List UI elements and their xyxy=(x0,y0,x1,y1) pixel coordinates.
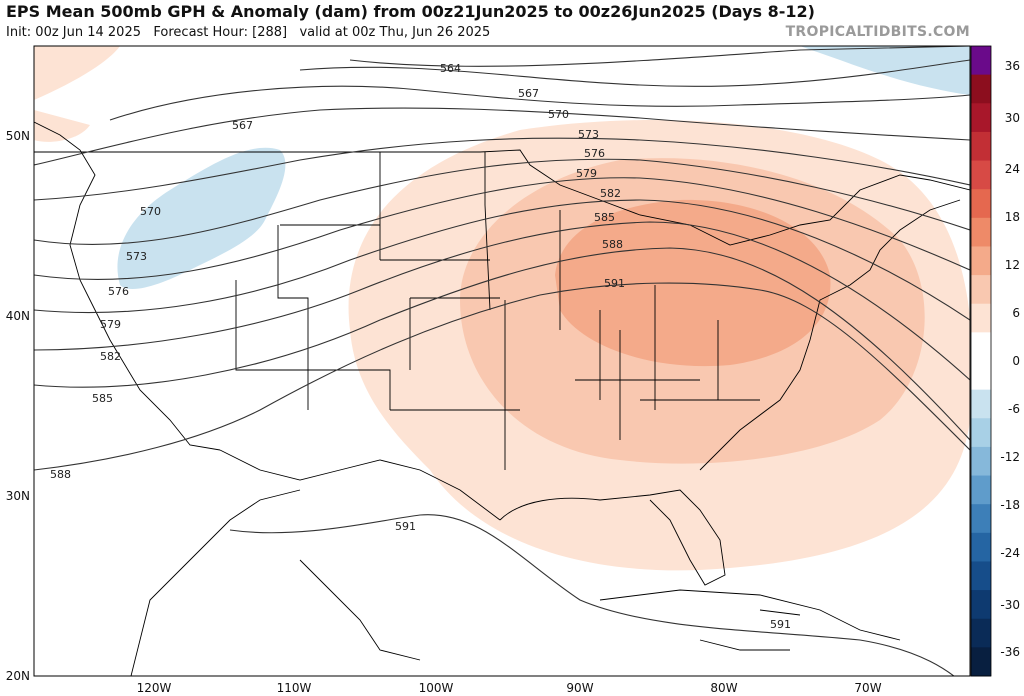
colorbar-tick: 24 xyxy=(1005,162,1020,176)
contour-label: 591 xyxy=(395,520,416,533)
header: EPS Mean 500mb GPH & Anomaly (dam) from … xyxy=(0,0,1024,46)
lon-label: 90W xyxy=(566,681,593,695)
colorbar-band xyxy=(971,475,991,505)
contour-label: 573 xyxy=(126,250,147,263)
colorbar-tick: 18 xyxy=(1005,210,1020,224)
contour-label: 567 xyxy=(232,119,253,132)
colorbar-band xyxy=(971,189,991,219)
contour-label: 591 xyxy=(604,277,625,290)
contour-label: 582 xyxy=(100,350,121,363)
lon-label: 100W xyxy=(419,681,454,695)
contour-label: 567 xyxy=(518,87,539,100)
contour-label: 579 xyxy=(576,167,597,180)
colorbar-tick: -24 xyxy=(1000,546,1020,560)
colorbar-band xyxy=(971,504,991,534)
contour-label: 573 xyxy=(578,128,599,141)
contour-label: 570 xyxy=(140,205,161,218)
lat-label: 40N xyxy=(6,309,30,323)
boundaries xyxy=(34,121,970,676)
brand-watermark: TROPICALTIDBITS.COM xyxy=(785,24,970,40)
map-frame xyxy=(33,45,971,677)
lat-label: 20N xyxy=(6,669,30,683)
contour-label: 585 xyxy=(92,392,113,405)
anomaly-positive xyxy=(34,46,970,571)
map-area: 564 567 567 570 570 573 573 576 576 579 … xyxy=(34,46,970,676)
colorbar-labels: 36 30 24 18 12 6 0 -6 -12 -18 -24 -30 -3… xyxy=(1000,59,1020,659)
colorbar-band xyxy=(971,561,991,591)
contour-label: 570 xyxy=(548,108,569,121)
contour-label: 588 xyxy=(602,238,623,251)
colorbar-band xyxy=(971,46,991,76)
colorbar-tick: 12 xyxy=(1005,258,1020,272)
colorbar-tick: 36 xyxy=(1005,59,1020,73)
colorbar-band xyxy=(971,303,991,333)
colorbar-band xyxy=(971,389,991,419)
colorbar-band xyxy=(971,418,991,448)
contour-label: 576 xyxy=(108,285,129,298)
lat-label: 30N xyxy=(6,489,30,503)
colorbar-band xyxy=(971,275,991,305)
contour-label: 588 xyxy=(50,468,71,481)
colorbar-band xyxy=(971,131,991,162)
colorbar-band xyxy=(971,332,991,362)
contour-label: 582 xyxy=(600,187,621,200)
colorbar-tick: -6 xyxy=(1008,402,1020,416)
contour-label: 576 xyxy=(584,147,605,160)
colorbar-tick: 0 xyxy=(1012,354,1020,368)
colorbar-band xyxy=(971,246,991,276)
colorbar-band xyxy=(971,590,991,620)
latitude-axis: 50N 40N 30N 20N xyxy=(6,129,30,683)
colorbar-band xyxy=(971,647,991,677)
contour-label: 579 xyxy=(100,318,121,331)
longitude-axis: 120W 110W 100W 90W 80W 70W xyxy=(137,681,882,695)
colorbar xyxy=(971,46,991,677)
lon-label: 110W xyxy=(277,681,312,695)
colorbar-tick: 30 xyxy=(1005,111,1020,125)
map-title: EPS Mean 500mb GPH & Anomaly (dam) from … xyxy=(6,2,815,21)
contour-label: 591 xyxy=(770,618,791,631)
colorbar-band xyxy=(971,103,991,133)
lon-label: 80W xyxy=(710,681,737,695)
colorbar-band xyxy=(971,532,991,562)
anomaly-negative xyxy=(117,46,970,290)
colorbar-tick: -18 xyxy=(1000,498,1020,512)
colorbar-band xyxy=(971,217,991,247)
colorbar-band xyxy=(971,361,991,391)
colorbar-band xyxy=(971,618,991,648)
colorbar-tick: 6 xyxy=(1012,306,1020,320)
colorbar-tick: -30 xyxy=(1000,598,1020,612)
colorbar-band xyxy=(971,74,991,104)
colorbar-band xyxy=(971,160,991,190)
contour-label: 564 xyxy=(440,62,461,75)
contour-labels: 564 567 567 570 570 573 573 576 576 579 … xyxy=(50,62,791,631)
lat-label: 50N xyxy=(6,129,30,143)
contour-label: 585 xyxy=(594,211,615,224)
colorbar-frame xyxy=(970,45,992,677)
colorbar-tick: -12 xyxy=(1000,450,1020,464)
colorbar-band xyxy=(971,446,991,477)
map-subtitle: Init: 00z Jun 14 2025 Forecast Hour: [28… xyxy=(6,25,491,40)
lon-label: 120W xyxy=(137,681,172,695)
height-contours xyxy=(34,46,970,676)
lon-label: 70W xyxy=(854,681,881,695)
colorbar-tick: -36 xyxy=(1000,645,1020,659)
